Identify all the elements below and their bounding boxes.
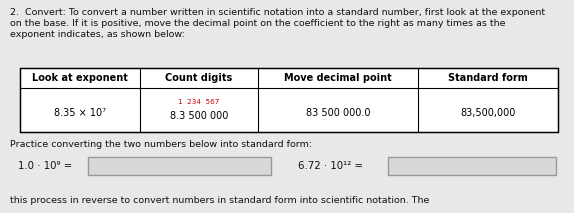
Text: 8.3 500 000: 8.3 500 000 xyxy=(170,111,228,121)
Text: 83,500,000: 83,500,000 xyxy=(460,108,515,118)
Text: 83 500 000.0: 83 500 000.0 xyxy=(306,108,370,118)
Text: on the base. If it is positive, move the decimal point on the coefficient to the: on the base. If it is positive, move the… xyxy=(10,19,506,28)
Text: exponent indicates, as shown below:: exponent indicates, as shown below: xyxy=(10,30,185,39)
Bar xyxy=(88,157,271,175)
Text: Standard form: Standard form xyxy=(448,73,528,83)
Text: Count digits: Count digits xyxy=(165,73,232,83)
Bar xyxy=(20,68,558,132)
Text: 1  234  567: 1 234 567 xyxy=(179,99,220,105)
Bar xyxy=(388,157,556,175)
Text: Look at exponent: Look at exponent xyxy=(32,73,128,83)
Text: Practice converting the two numbers below into standard form:: Practice converting the two numbers belo… xyxy=(10,140,312,149)
Text: 6.72 · 10¹² =: 6.72 · 10¹² = xyxy=(298,161,363,171)
Text: this process in reverse to convert numbers in standard form into scientific nota: this process in reverse to convert numbe… xyxy=(10,196,429,205)
Text: 1.0 · 10⁹ =: 1.0 · 10⁹ = xyxy=(18,161,72,171)
Text: 8.35 × 10⁷: 8.35 × 10⁷ xyxy=(54,108,106,118)
Text: 2.  Convert: To convert a number written in scientific notation into a standard : 2. Convert: To convert a number written … xyxy=(10,8,545,17)
Text: Move decimal point: Move decimal point xyxy=(284,73,392,83)
